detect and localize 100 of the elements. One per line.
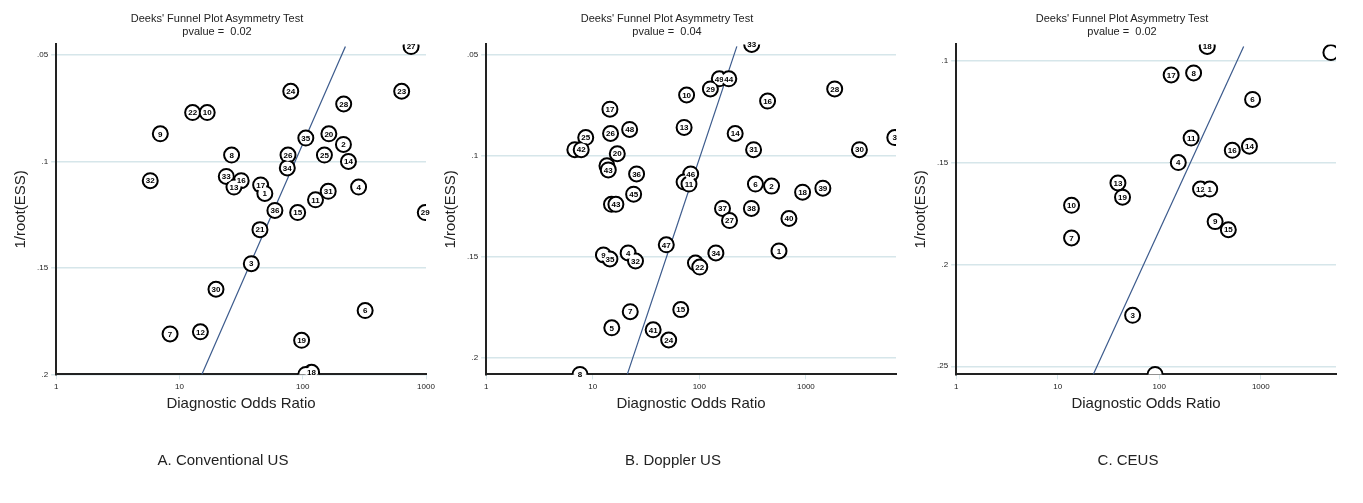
- annotation: 21: [255, 225, 265, 235]
- annotation: 22: [695, 262, 705, 272]
- y-tick-label: .2: [41, 369, 49, 379]
- annotation: 4: [625, 248, 631, 258]
- annotation: 9: [1212, 217, 1218, 227]
- annotation: 31: [323, 187, 334, 197]
- annotation: 6: [362, 306, 368, 316]
- y-tick-label: .2: [471, 353, 479, 363]
- annotation: 29: [705, 84, 716, 94]
- annotation: 34: [711, 248, 721, 258]
- annotation: 7: [628, 307, 634, 317]
- annotation: 13: [679, 123, 690, 133]
- annotation: 15: [1223, 225, 1234, 235]
- annotation: 13: [1113, 178, 1123, 188]
- annotation: 37: [718, 204, 728, 214]
- y-tick-label: .2: [941, 259, 949, 269]
- annotation: 16: [236, 176, 247, 186]
- annotation: 32: [145, 176, 156, 186]
- y-tick-label: .15: [937, 157, 949, 167]
- chart-subtitle: pvalue = 0.04: [632, 24, 702, 37]
- annotation: 35: [301, 133, 311, 143]
- text: C. CEUS: [1097, 451, 1159, 468]
- annotation: 25: [319, 150, 330, 160]
- annotation: 48: [625, 125, 635, 135]
- annotation: 13: [229, 182, 239, 192]
- annotation: 4: [1176, 158, 1182, 168]
- annotation: 18: [1202, 42, 1213, 52]
- annotation: 2: [341, 140, 347, 150]
- annotation: 14: [344, 157, 354, 167]
- annotation: 6: [753, 179, 759, 189]
- annotation: 28: [830, 84, 840, 94]
- x-tick-label: 10: [588, 382, 598, 392]
- annotation: 34: [282, 163, 293, 173]
- x-tick-label: 1: [53, 382, 59, 392]
- annotation: 42: [576, 145, 587, 155]
- chart-subtitle: pvalue = 0.02: [1087, 24, 1157, 37]
- annotation: 14: [730, 129, 741, 139]
- y-tick-label: .25: [937, 361, 949, 371]
- annotation: 35: [605, 254, 615, 264]
- annotation: 26: [606, 129, 616, 139]
- annotation: 6: [1250, 95, 1256, 105]
- annotation: 32: [631, 256, 641, 266]
- annotation: 3: [249, 259, 255, 269]
- x-tick-label: 1000: [417, 382, 436, 392]
- annotation: 26: [283, 150, 294, 160]
- annotation: 41: [648, 325, 659, 335]
- annotation: 15: [676, 305, 686, 315]
- annotation: 2: [769, 181, 775, 191]
- y-tick-label: .1: [41, 156, 49, 166]
- x-tick-label: 100: [296, 382, 310, 392]
- chart-title: Deeks' Funnel Plot Asymmetry Test: [130, 11, 304, 24]
- annotation: 1: [262, 189, 268, 199]
- annotation: 27: [725, 216, 735, 226]
- annotation: 28: [339, 99, 349, 109]
- y-tick-label: .1: [471, 150, 479, 160]
- annotation: 20: [612, 149, 623, 159]
- annotation: 40: [784, 214, 794, 224]
- x-tick-label: 10: [1053, 382, 1063, 392]
- annotation: 47: [661, 240, 672, 250]
- annotation: 11: [311, 195, 321, 205]
- annotation: 24: [286, 86, 296, 96]
- y-axis-title: 1/root(ESS): [911, 170, 929, 249]
- annotation: 36: [270, 206, 280, 216]
- annotation: 22: [188, 108, 198, 118]
- annotation: 12: [195, 327, 206, 337]
- chart-title: Deeks' Funnel Plot Asymmetry Test: [580, 11, 754, 24]
- x-tick-label: 100: [692, 382, 707, 392]
- annotation: 18: [798, 187, 808, 197]
- y-tick-label: .15: [467, 252, 479, 262]
- annotation: 38: [746, 204, 757, 214]
- annotation: 27: [406, 42, 417, 52]
- annotation: 46: [686, 169, 696, 179]
- annotation: 3: [1130, 311, 1136, 321]
- chart-title: Deeks' Funnel Plot Asymmetry Test: [1035, 11, 1209, 24]
- annotation: 49: [714, 74, 725, 84]
- x-tick-label: 1000: [1251, 382, 1271, 392]
- y-axis-title: 1/root(ESS): [441, 170, 459, 249]
- annotation: 30: [854, 145, 865, 155]
- annotation: 11: [1186, 133, 1196, 143]
- annotation: 17: [1166, 70, 1177, 80]
- x-tick-label: 100: [1152, 382, 1167, 392]
- text: A. Conventional US: [157, 451, 289, 468]
- annotation: 44: [724, 74, 734, 84]
- annotation: 17: [605, 104, 615, 114]
- annotation: 1: [1207, 184, 1213, 194]
- annotation: 20: [324, 129, 334, 139]
- annotation: 19: [297, 336, 307, 346]
- annotation: 25: [581, 133, 591, 143]
- annotation: 8: [1191, 68, 1197, 78]
- annotation: 17: [256, 180, 266, 190]
- x-axis-title: Diagnostic Odds Ratio: [166, 394, 316, 412]
- annotation: 1: [776, 246, 782, 256]
- annotation: 9: [158, 129, 164, 139]
- x-tick-label: 1: [483, 382, 489, 392]
- annotation: 16: [763, 96, 773, 106]
- annotation: 14: [1245, 141, 1255, 151]
- annotation: 31: [749, 145, 759, 155]
- annotation: 36: [632, 169, 642, 179]
- annotation: 10: [202, 108, 213, 118]
- annotation: 11: [684, 179, 694, 189]
